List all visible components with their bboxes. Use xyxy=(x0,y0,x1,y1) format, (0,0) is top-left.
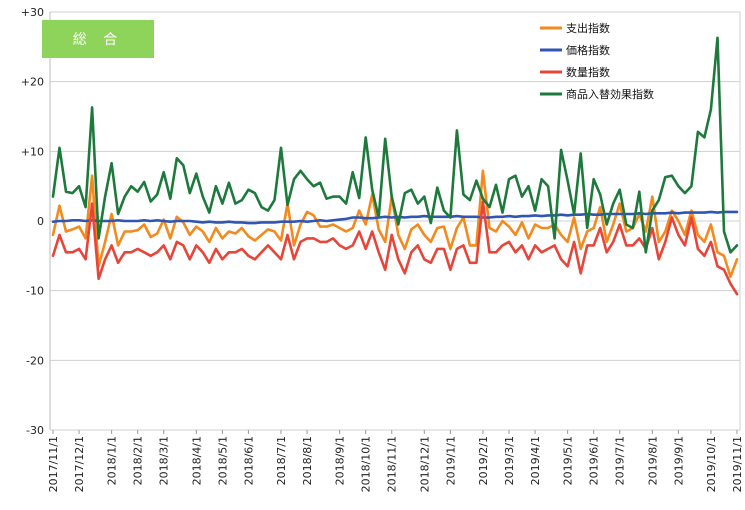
x-tick-label: 2018/11/1 xyxy=(386,436,399,492)
x-tick-label: 2018/12/1 xyxy=(418,436,431,492)
badge-label: 総 合 xyxy=(73,32,123,48)
x-tick-label: 2019/8/1 xyxy=(646,436,659,485)
legend-label: 価格指数 xyxy=(566,43,610,57)
x-tick-label: 2019/6/1 xyxy=(588,436,601,485)
y-tick-label: +20 xyxy=(21,76,44,89)
x-tick-label: 2019/2/1 xyxy=(477,436,490,485)
badge-background xyxy=(42,20,154,58)
x-tick-label: 2019/4/1 xyxy=(529,436,542,485)
x-tick-label: 2018/3/1 xyxy=(158,436,171,485)
x-tick-label: 2018/9/1 xyxy=(334,436,347,485)
y-tick-label: -10 xyxy=(26,285,44,298)
legend-label: 商品入替効果指数 xyxy=(566,87,654,101)
y-tick-label: -30 xyxy=(26,424,44,437)
x-tick-label: 2019/9/1 xyxy=(672,436,685,485)
x-tick-label: 2017/11/1 xyxy=(47,436,60,492)
series-lines xyxy=(51,36,739,296)
y-tick-label: 0 xyxy=(37,215,44,228)
x-tick-label: 2018/4/1 xyxy=(190,436,203,485)
x-tick-label: 2019/11/1 xyxy=(731,436,744,492)
x-tick-label: 2019/1/1 xyxy=(444,436,457,485)
x-tick-label: 2018/8/1 xyxy=(301,436,314,485)
x-tick-label: 2018/1/1 xyxy=(106,436,119,485)
x-tick-label: 2018/2/1 xyxy=(132,436,145,485)
y-tick-label: +30 xyxy=(21,6,44,19)
y-axis-ticks: +30 +20 +10 0 -10 -20 -30 xyxy=(21,6,44,437)
x-tick-label: 2017/12/1 xyxy=(73,436,86,492)
x-tick-label: 2018/6/1 xyxy=(242,436,255,485)
x-tick-label: 2018/5/1 xyxy=(216,436,229,485)
x-tick-label: 2019/3/1 xyxy=(503,436,516,485)
y-tick-label: +10 xyxy=(21,145,44,158)
x-axis-ticks: 2017/11/1 2017/12/1 2018/1/1 2018/2/1 2018/3… xyxy=(47,430,744,492)
legend-label: 数量指数 xyxy=(566,65,610,79)
x-tick-label: 2019/5/1 xyxy=(562,436,575,485)
x-tick-label: 2018/10/1 xyxy=(360,436,373,492)
x-tick-label: 2019/10/1 xyxy=(705,436,718,492)
y-tick-label: -20 xyxy=(26,354,44,367)
category-badge: 総 合 xyxy=(42,20,154,58)
series-line-2 xyxy=(51,200,739,296)
legend-label: 支出指数 xyxy=(566,21,610,35)
x-tick-label: 2018/7/1 xyxy=(275,436,288,485)
x-tick-label: 2019/7/1 xyxy=(614,436,627,485)
series-line-3 xyxy=(51,36,739,254)
